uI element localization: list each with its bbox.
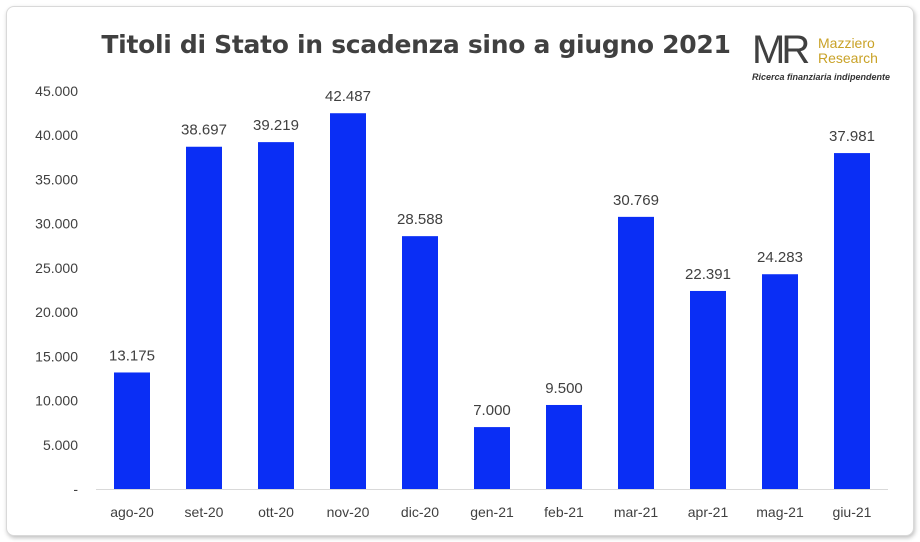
y-tick-label: 40.000: [35, 127, 78, 143]
x-tick-label: dic-20: [401, 504, 439, 520]
bar: [474, 427, 510, 489]
x-tick-label: mag-21: [756, 504, 804, 520]
logo-name-line1: Mazziero: [818, 35, 875, 51]
x-tick-label: mar-21: [614, 504, 659, 520]
data-label: 39.219: [253, 117, 299, 134]
bar: [690, 290, 726, 489]
y-tick-label: 30.000: [35, 216, 78, 232]
data-label: 13.175: [109, 347, 155, 364]
data-label: 37.981: [829, 128, 875, 145]
bar: [402, 236, 438, 489]
x-tick-label: nov-20: [327, 504, 370, 520]
logo-name: Mazziero Research: [818, 36, 878, 66]
bar: [762, 274, 798, 489]
chart-title: Titoli di Stato in scadenza sino a giugn…: [101, 30, 731, 59]
data-label: 28.588: [397, 211, 443, 228]
x-tick-label: set-20: [185, 504, 224, 520]
data-label: 22.391: [685, 266, 731, 283]
data-label: 7.000: [473, 402, 511, 419]
x-tick-label: gen-21: [470, 504, 514, 520]
data-label: 30.769: [613, 192, 659, 209]
data-label: 42.487: [325, 88, 371, 105]
x-tick-label: giu-21: [833, 504, 872, 520]
bar: [258, 142, 294, 489]
bar: [546, 404, 582, 489]
x-tick-label: apr-21: [688, 504, 729, 520]
y-tick-label: 35.000: [35, 171, 78, 187]
data-label: 38.697: [181, 122, 227, 139]
bar: [114, 372, 150, 489]
data-label: 24.283: [757, 249, 803, 266]
y-tick-label: 25.000: [35, 260, 78, 276]
y-tick-label: -: [73, 481, 78, 497]
bar: [186, 146, 222, 490]
data-label: 9.500: [545, 380, 583, 397]
y-tick-label: 10.000: [35, 393, 78, 409]
logo-tagline: Ricerca finanziaria indipendente: [752, 72, 891, 82]
logo-name-line2: Research: [818, 50, 878, 66]
y-tick-label: 20.000: [35, 304, 78, 320]
bar: [834, 153, 870, 489]
y-tick-label: 15.000: [35, 348, 78, 364]
x-tick-label: ago-20: [110, 504, 154, 520]
y-tick-label: 5.000: [43, 437, 78, 453]
mazziero-research-logo: MR Mazziero Research Ricerca finanziaria…: [752, 30, 902, 82]
x-tick-label: feb-21: [544, 504, 584, 520]
x-tick-label: ott-20: [258, 504, 294, 520]
bar: [618, 216, 654, 489]
bar: [330, 113, 366, 490]
y-tick-label: 45.000: [35, 83, 78, 99]
logo-mark: MR: [752, 28, 810, 72]
